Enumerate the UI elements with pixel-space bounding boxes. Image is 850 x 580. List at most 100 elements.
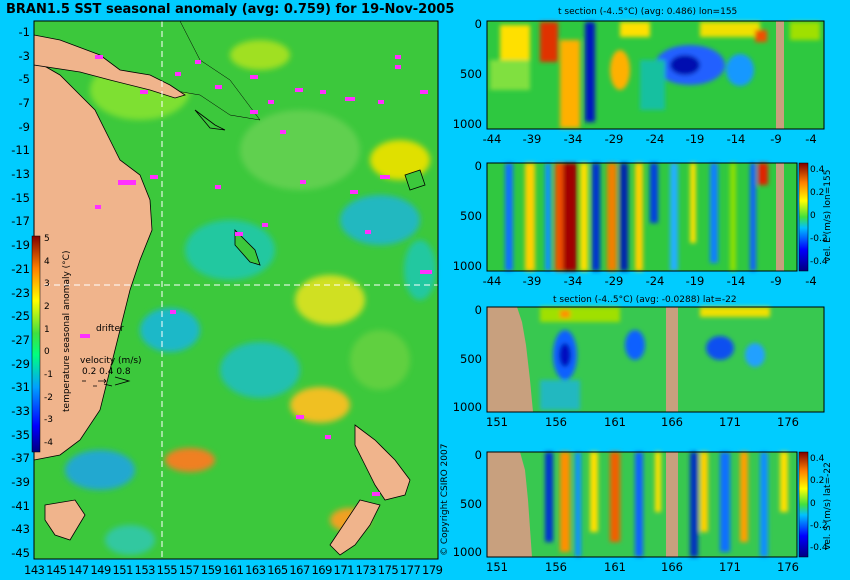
vel-east-colorbar-label: vel. E (m/s) lon=155 [823,169,833,262]
panel4-ytick: 0 [474,448,482,462]
vel-colorbar-tick: -0.2 [810,234,828,244]
panel1-xtick: -29 [604,132,624,146]
panel2-ytick: 1000 [452,259,482,273]
velocity-ticks: 0.2 0.4 0.8 [82,367,131,377]
lon-tick-label: 175 [377,563,399,577]
lon-tick-label: 155 [156,563,178,577]
sst-colorbar-label: temperature seasonal anomaly (°C) [62,250,72,412]
sst-colorbar-tick: -3 [44,415,53,426]
panel3-ytick: 0 [474,303,482,317]
panel3-xtick: 176 [777,415,799,429]
sst-colorbar-tick: -1 [44,370,53,380]
sst-colorbar [31,235,41,453]
lat-tick-label: -41 [11,498,30,513]
lat-tick-label: -25 [11,309,30,324]
australia-land [33,59,153,461]
panel1-ytick: 500 [460,67,482,81]
lon-tick-label: 167 [289,563,310,577]
lon-tick-label: 179 [422,563,443,577]
lon-tick-label: 159 [200,563,222,577]
vel-colorbar-tick: 0.2 [810,476,825,487]
vel-south-colorbar-label: vel. S (m/s) lat=-22 [823,462,833,550]
vel-east-colorbar [798,162,809,272]
velocity-legend-arrows [82,376,131,387]
panel2-xtick: -34 [563,274,583,288]
panel-temp-lon155 [486,20,825,130]
panel3-xtick: 166 [661,415,683,429]
lat-tick-label: -35 [11,427,30,442]
panel-vel-east-lon155 [486,162,809,272]
panel2-ytick: 500 [460,209,482,223]
panel1-ytick: 0 [474,17,482,31]
sst-map [31,20,439,560]
panel1-xtick: -44 [482,132,502,146]
panel2-xtick: -9 [770,274,782,288]
panel3-ytick: 500 [460,351,482,366]
panel3-xtick: 171 [719,415,741,429]
sst-colorbar-tick: -4 [44,438,53,448]
lon-tick-label: 157 [178,563,200,577]
panel3-title: t section (-4..5°C) (avg: -0.0288) lat=-… [553,295,737,305]
panel1-xtick: -14 [726,132,746,146]
panel1-xtick: -4 [805,132,817,146]
lat-tick-label: -27 [11,332,30,347]
lon-tick-label: 165 [267,563,288,577]
lon-tick-label: 177 [399,563,421,577]
vel-colorbar-tick: 0 [810,498,816,509]
drifter-label: drifter [96,324,124,334]
panel3-xtick: 161 [604,415,626,429]
lat-tick-label: -45 [11,546,30,560]
lon-tick-label: 151 [112,563,133,577]
panel4-xtick: 171 [719,560,741,574]
panel1-title: t section (-4..5°C) (avg: 0.486) lon=155 [558,7,738,17]
drifter-markers [80,55,432,496]
vel-colorbar-tick: 0.2 [810,188,825,198]
vel-colorbar-tick: -0.4 [810,543,828,553]
panel1-xtick: -24 [645,132,665,146]
nz-south-land [329,499,381,556]
lon-tick-label: 143 [24,563,45,577]
panel4-xtick: 176 [777,560,799,574]
chart-title: BRAN1.5 SST seasonal anomaly (avg: 0.759… [6,2,455,17]
lat-tick-label: -33 [11,403,30,418]
sst-colorbar-tick: 0 [44,347,50,358]
lat-tick-label: -29 [11,356,30,371]
lat-tick-label: -1 [18,25,30,39]
lon-tick-label: 149 [90,563,111,577]
panel2-ytick: 0 [474,159,482,173]
lat-tick-label: -13 [11,167,30,182]
panel2-xtick: -19 [685,274,705,288]
sst-colorbar-tick: 4 [44,256,50,267]
lat-tick-label: -37 [11,451,30,466]
vel-colorbar-tick: -0.4 [810,257,828,267]
panel2-xtick: -29 [604,274,624,288]
panel1-xtick: -34 [563,132,583,146]
panel4-xtick: 156 [545,560,567,574]
lat-tick-label: -3 [18,48,30,63]
lat-tick-label: -23 [11,285,30,300]
panel1-xtick: -19 [685,132,705,146]
lon-tick-label: 163 [245,563,266,577]
lon-tick-label: 147 [68,563,89,577]
panel4-ytick: 1000 [452,545,482,559]
lat-tick-label: -9 [18,119,30,134]
panel2-xtick: -14 [726,274,746,288]
vel-colorbar-tick: 0.4 [810,454,825,464]
nz-north-land [354,424,411,501]
lon-tick-label: 169 [311,563,332,577]
lat-tick-label: -17 [11,214,30,229]
panel3-xtick: 151 [486,415,508,429]
sst-colorbar-tick: 2 [44,302,50,312]
lat-tick-label: -15 [11,190,30,205]
lat-tick-label: -21 [11,261,30,276]
lon-tick-label: 145 [46,563,67,577]
velocity-label: velocity (m/s) [80,356,142,366]
panel1-ytick: 1000 [452,117,482,131]
lat-tick-label: -39 [11,474,30,489]
panel2-xtick: -24 [645,274,665,288]
lat-tick-label: -7 [18,96,30,111]
vel-colorbar-tick: 0.4 [810,165,825,175]
panel4-xtick: 161 [604,560,626,574]
section-land [487,307,533,412]
